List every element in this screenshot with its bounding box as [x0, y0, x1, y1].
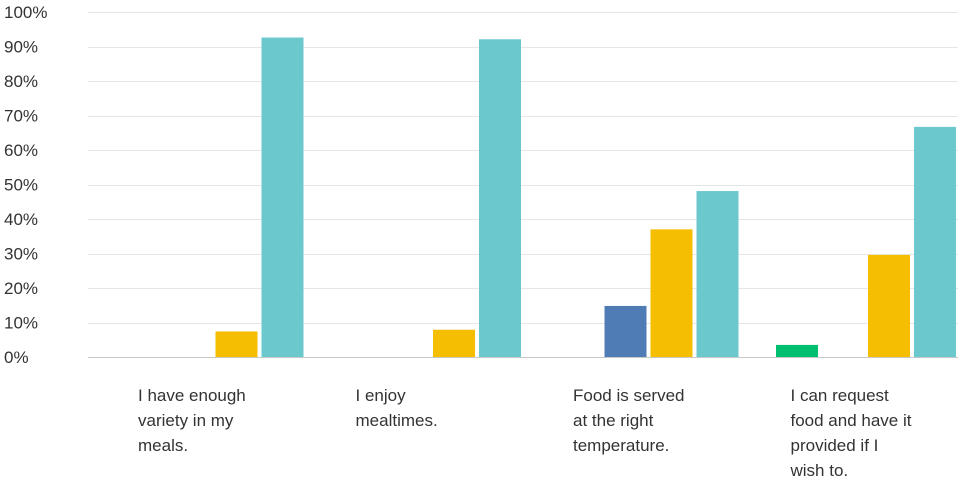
gridlines: [88, 12, 958, 324]
bar: [650, 229, 693, 357]
bar: [433, 329, 475, 357]
bar: [696, 191, 739, 357]
bar: [604, 305, 647, 357]
bar: [479, 39, 521, 357]
y-tick-label: 80%: [4, 72, 38, 91]
y-tick-label: 10%: [4, 314, 38, 333]
y-tick-label: 0%: [4, 348, 29, 367]
y-tick-label: 50%: [4, 176, 38, 195]
bar: [868, 254, 910, 357]
y-tick-label: 70%: [4, 107, 38, 126]
category-label: I enjoy mealtimes.: [356, 386, 438, 430]
category-label: Food is served at the right temperature.: [573, 386, 685, 455]
bar: [776, 344, 818, 357]
category-labels: I have enough variety in my meals. I enjoy m…: [138, 386, 912, 480]
y-axis-ticks: 0% 10% 20% 30% 40% 50% 60% 70% 80% 90% 100%: [4, 3, 47, 367]
y-tick-label: 30%: [4, 245, 38, 264]
y-tick-label: 90%: [4, 38, 38, 57]
y-tick-label: 60%: [4, 141, 38, 160]
category-label: I have enough variety in my meals.: [138, 386, 246, 455]
bar: [914, 126, 956, 357]
bar: [261, 37, 304, 357]
bars: [215, 37, 956, 357]
category-label: I can request food and have it provided if…: [790, 386, 912, 480]
bar: [215, 331, 258, 357]
y-tick-label: 100%: [4, 3, 47, 22]
y-tick-label: 20%: [4, 279, 38, 298]
y-tick-label: 40%: [4, 210, 38, 229]
